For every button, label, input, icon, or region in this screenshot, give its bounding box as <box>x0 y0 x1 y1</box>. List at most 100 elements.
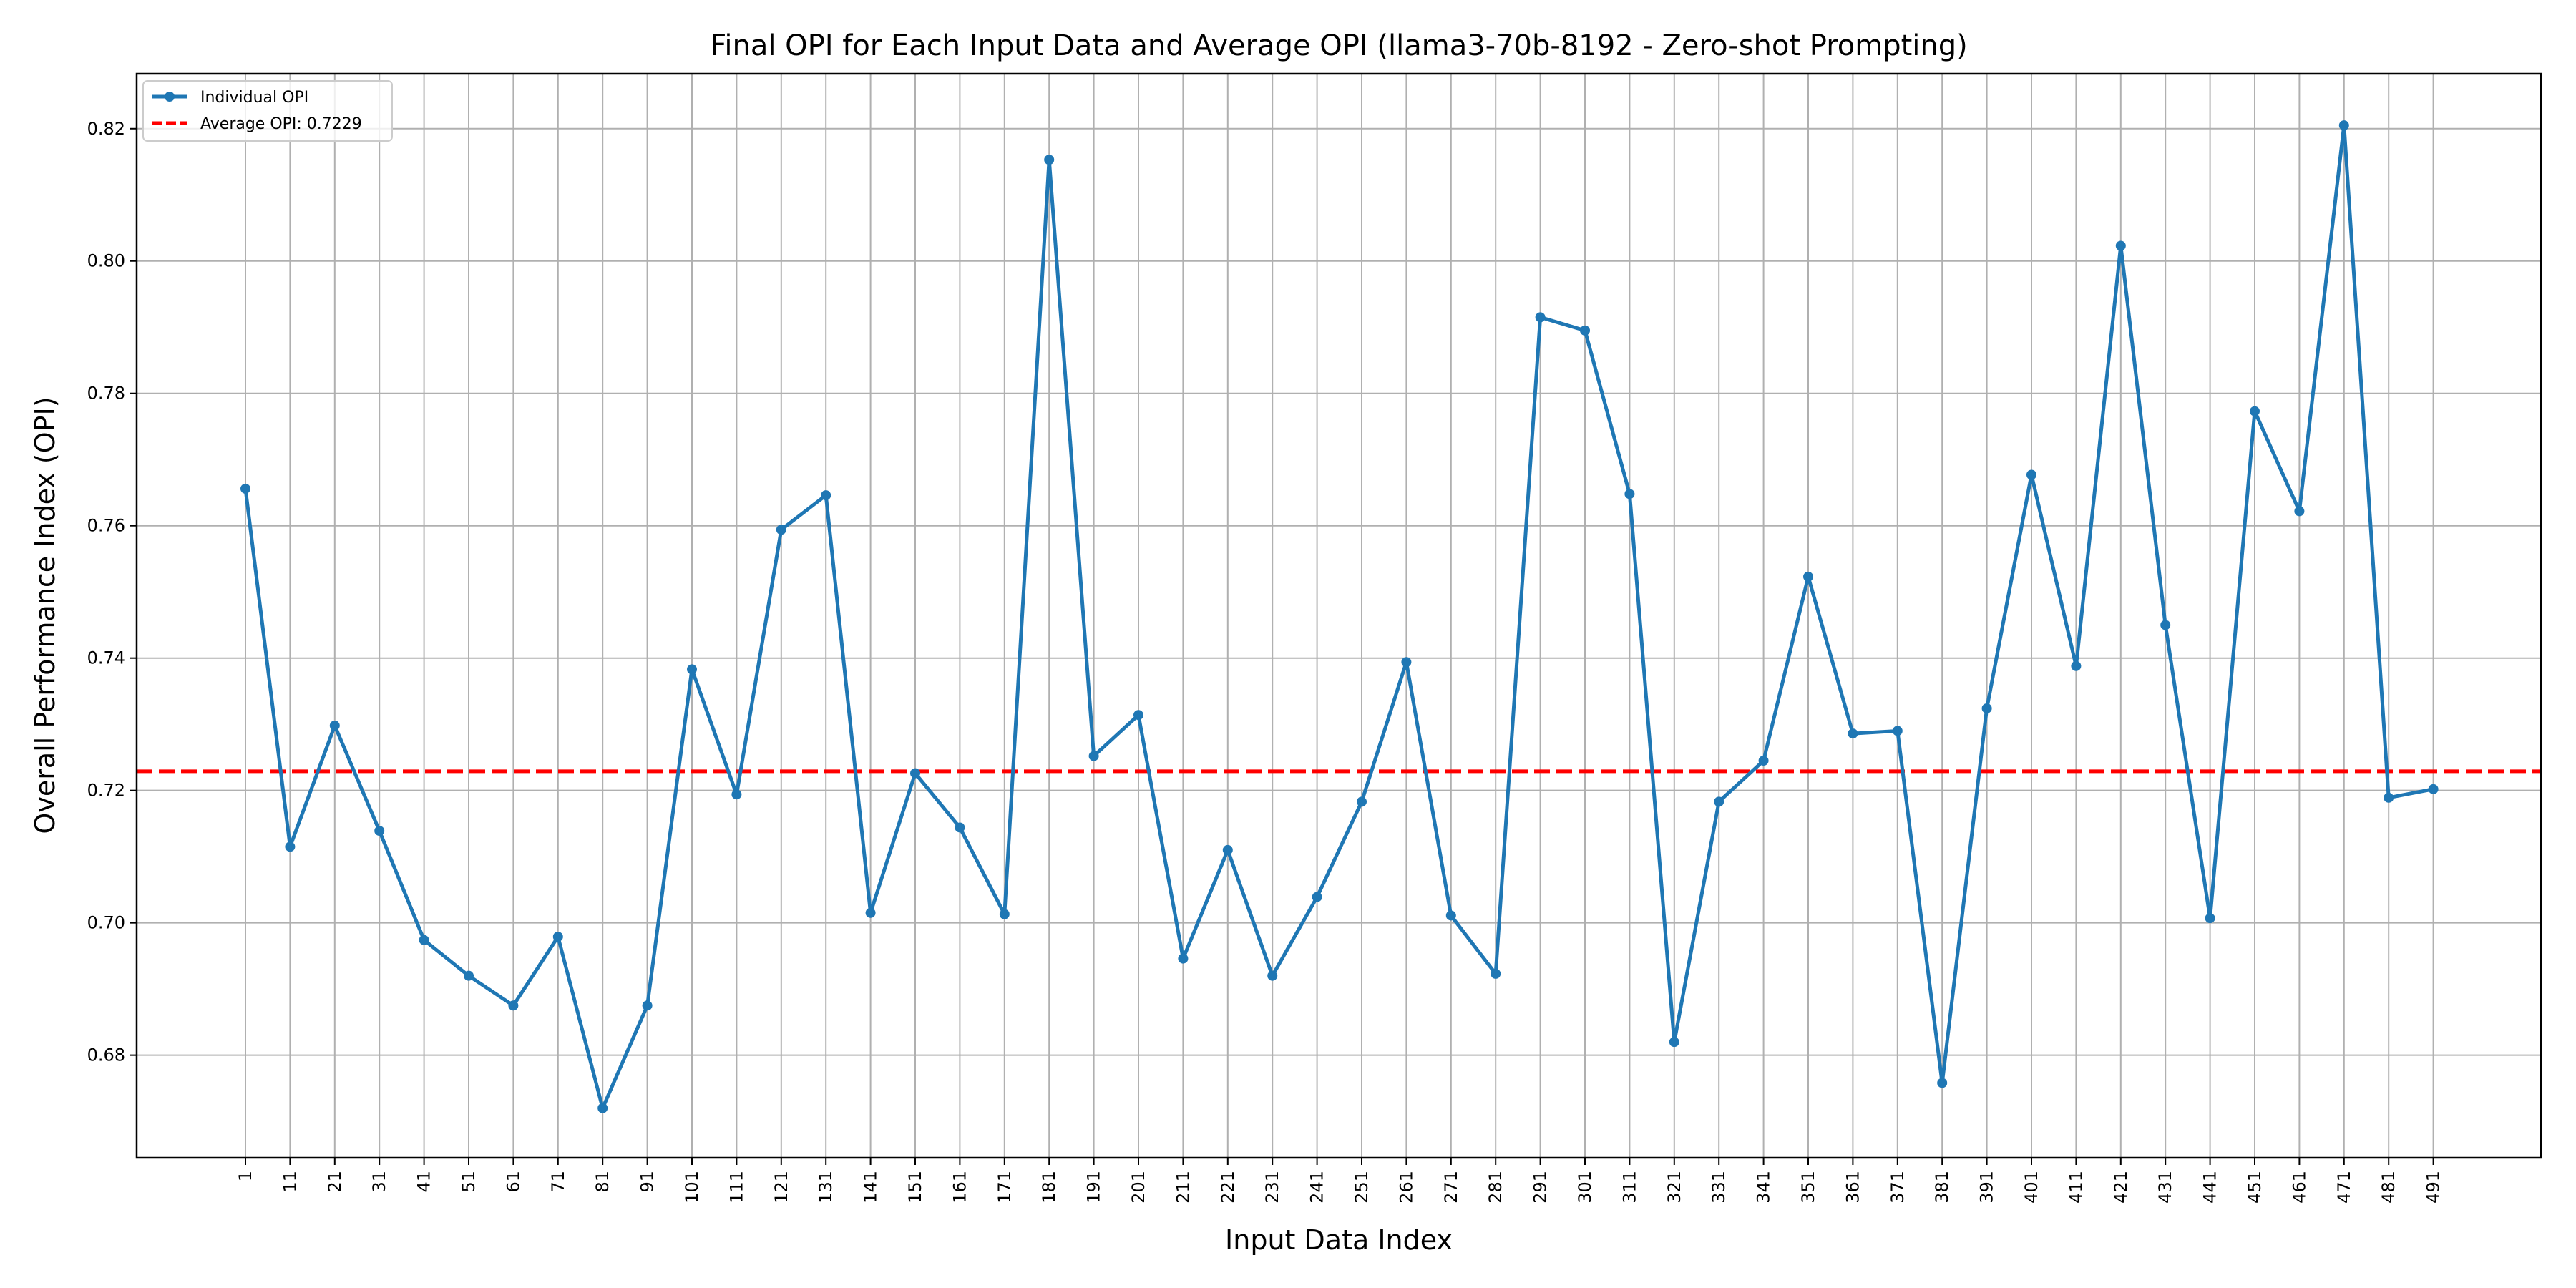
x-tick-label: 301 <box>1575 1171 1595 1204</box>
x-tick-label: 271 <box>1441 1171 1461 1204</box>
data-point <box>642 1000 653 1011</box>
data-point <box>1178 953 1189 964</box>
data-point <box>1088 751 1099 761</box>
x-axis-ticks: 1 11 21 31 41 51 61 71 81 91 101 111 121 131 141 151 161… <box>235 1158 2444 1204</box>
data-point <box>374 826 385 836</box>
x-tick-label: 61 <box>503 1171 523 1193</box>
x-tick-label: 311 <box>1619 1171 1639 1204</box>
legend-label-individual: Individual OPI <box>200 89 308 107</box>
data-point <box>2384 792 2394 803</box>
data-point <box>1222 844 1233 855</box>
data-point <box>1981 703 1992 713</box>
data-point <box>2294 506 2305 517</box>
data-point <box>1937 1078 1948 1088</box>
data-point <box>1357 796 1367 807</box>
x-tick-label: 461 <box>2289 1171 2309 1204</box>
x-tick-label: 71 <box>548 1171 568 1193</box>
data-point <box>1312 892 1322 902</box>
data-point <box>285 841 296 852</box>
data-point <box>1445 910 1456 921</box>
x-tick-label: 171 <box>995 1171 1015 1204</box>
x-tick-label: 261 <box>1396 1171 1416 1204</box>
x-tick-label: 51 <box>459 1171 479 1193</box>
data-point <box>2338 120 2349 131</box>
data-point <box>1044 155 1055 165</box>
legend-marker-swatch <box>165 92 175 102</box>
data-point <box>731 789 742 800</box>
data-point <box>776 525 786 535</box>
x-tick-label: 161 <box>950 1171 970 1204</box>
series-layer <box>240 120 2439 1113</box>
x-tick-label: 221 <box>1218 1171 1238 1204</box>
y-tick-label: 0.80 <box>87 251 125 271</box>
x-tick-label: 1 <box>235 1171 255 1181</box>
legend-label-average: Average OPI: 0.7229 <box>200 115 362 133</box>
x-tick-label: 491 <box>2424 1171 2444 1204</box>
x-tick-label: 241 <box>1307 1171 1327 1204</box>
x-tick-label: 431 <box>2155 1171 2175 1204</box>
data-point <box>2250 406 2260 416</box>
x-tick-label: 451 <box>2245 1171 2265 1204</box>
data-point <box>999 909 1010 919</box>
x-tick-label: 181 <box>1039 1171 1059 1204</box>
data-point <box>1401 657 1412 668</box>
x-tick-label: 251 <box>1352 1171 1372 1204</box>
x-tick-label: 91 <box>638 1171 658 1193</box>
data-point <box>508 1000 519 1011</box>
data-point <box>821 490 831 501</box>
legend: Individual OPI Average OPI: 0.7229 <box>142 80 393 142</box>
x-tick-label: 401 <box>2021 1171 2041 1204</box>
x-tick-label: 371 <box>1888 1171 1908 1204</box>
plot-frame <box>135 72 2542 1159</box>
data-point <box>2160 620 2171 630</box>
x-tick-label: 101 <box>682 1171 702 1204</box>
x-tick-label: 201 <box>1128 1171 1148 1204</box>
data-point <box>2428 784 2439 794</box>
data-point <box>419 935 429 945</box>
y-tick-label: 0.72 <box>87 781 125 801</box>
x-tick-label: 281 <box>1485 1171 1506 1204</box>
x-tick-label: 441 <box>2200 1171 2220 1204</box>
x-tick-label: 41 <box>414 1171 434 1193</box>
x-tick-label: 381 <box>1932 1171 1952 1204</box>
x-tick-label: 111 <box>726 1171 746 1204</box>
data-point <box>2071 660 2082 671</box>
data-point <box>240 483 250 494</box>
x-tick-label: 21 <box>325 1171 345 1193</box>
series-line-individual-opi <box>243 123 2434 1111</box>
x-tick-label: 121 <box>771 1171 791 1204</box>
data-point <box>1714 796 1724 807</box>
legend-frame <box>142 80 393 142</box>
x-tick-label: 391 <box>1977 1171 1997 1204</box>
x-tick-label: 341 <box>1754 1171 1774 1204</box>
data-point <box>1669 1037 1679 1048</box>
x-tick-label: 421 <box>2111 1171 2131 1204</box>
y-tick-label: 0.70 <box>87 913 125 933</box>
x-tick-label: 211 <box>1173 1171 1193 1204</box>
y-tick-label: 0.74 <box>87 648 125 668</box>
grid <box>137 74 2541 1158</box>
x-tick-label: 481 <box>2379 1171 2399 1204</box>
data-point <box>1133 710 1143 721</box>
x-tick-label: 191 <box>1084 1171 1104 1204</box>
y-axis-ticks: 0.68 0.70 0.72 0.74 0.76 0.78 0.80 0.82 <box>87 119 137 1065</box>
x-axis-label: Input Data Index <box>1225 1224 1453 1256</box>
data-point <box>329 721 340 731</box>
data-point <box>1892 726 1903 736</box>
chart-title: Final OPI for Each Input Data and Averag… <box>710 29 1967 62</box>
data-point <box>2026 469 2036 480</box>
data-point <box>2115 240 2126 251</box>
x-tick-label: 411 <box>2066 1171 2086 1204</box>
x-tick-label: 361 <box>1843 1171 1863 1204</box>
x-tick-label: 231 <box>1262 1171 1282 1204</box>
y-axis-label: Overall Performance Index (OPI) <box>29 396 61 834</box>
data-point <box>597 1103 608 1113</box>
x-tick-label: 331 <box>1709 1171 1729 1204</box>
data-point <box>1535 312 1546 323</box>
data-point <box>1491 968 1501 979</box>
data-point <box>1758 756 1769 766</box>
x-tick-label: 81 <box>592 1171 613 1193</box>
x-tick-label: 141 <box>861 1171 881 1204</box>
